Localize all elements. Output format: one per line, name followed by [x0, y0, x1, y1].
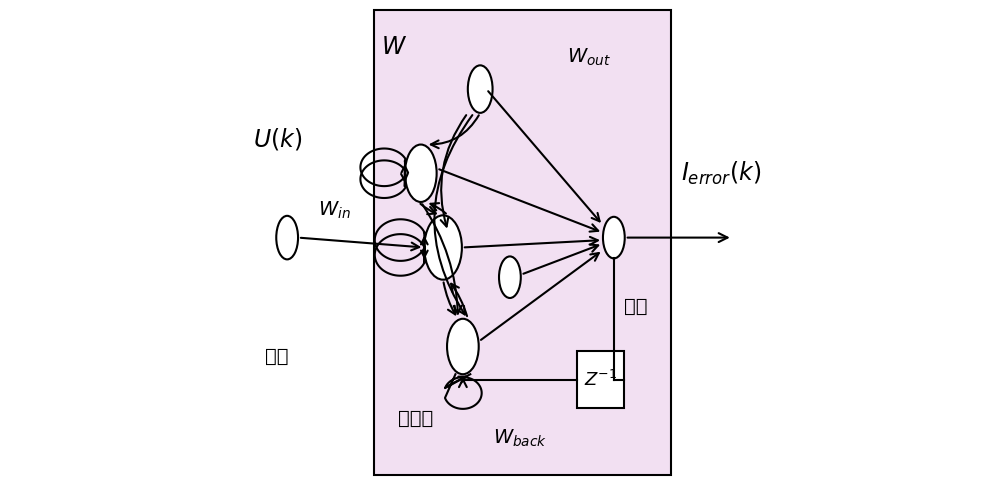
Ellipse shape: [276, 216, 298, 259]
Ellipse shape: [424, 215, 462, 280]
Text: $I_{error}(k)$: $I_{error}(k)$: [681, 160, 761, 187]
Text: $W_{back}$: $W_{back}$: [493, 427, 547, 449]
Text: $U(k)$: $U(k)$: [253, 126, 302, 151]
Bar: [374, 10, 671, 475]
Text: $Z^{-1}$: $Z^{-1}$: [584, 370, 617, 390]
Ellipse shape: [447, 319, 479, 374]
Text: $W_{in}$: $W_{in}$: [318, 199, 351, 221]
Ellipse shape: [603, 217, 625, 258]
Text: 输入: 输入: [266, 347, 289, 366]
Ellipse shape: [468, 65, 493, 113]
Bar: [577, 351, 624, 408]
Text: 储备池: 储备池: [398, 409, 433, 428]
Ellipse shape: [405, 145, 437, 202]
Text: $W$: $W$: [381, 35, 407, 59]
Text: $W_{out}$: $W_{out}$: [567, 46, 611, 68]
Ellipse shape: [499, 256, 521, 298]
Text: 输出: 输出: [624, 297, 648, 316]
